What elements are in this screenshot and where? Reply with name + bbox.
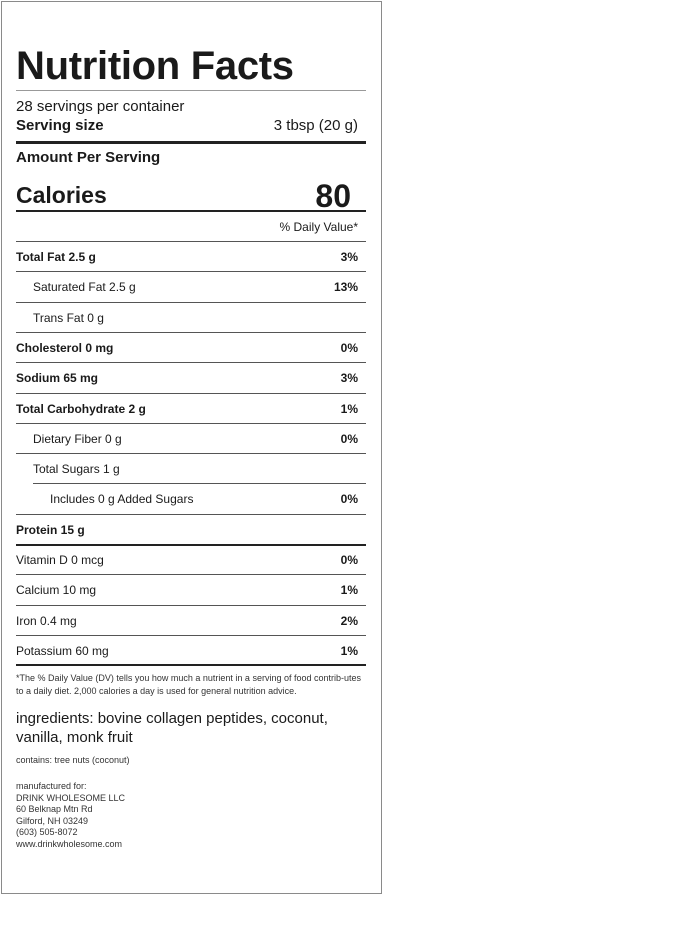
divider xyxy=(16,453,366,455)
nutrient-daily-value: 0% xyxy=(340,492,358,507)
divider xyxy=(16,544,366,546)
nutrient-row: Total Sugars 1 g xyxy=(16,454,358,484)
nutrient-daily-value: 1% xyxy=(340,583,358,598)
manufacturer-street: 60 Belknap Mtn Rd xyxy=(16,804,93,814)
serving-size-label: Serving size xyxy=(16,117,104,134)
divider xyxy=(16,241,366,242)
divider-thick xyxy=(16,664,366,666)
divider xyxy=(16,513,366,515)
nutrient-label: Sodium 65 mg xyxy=(16,371,99,386)
serving-size-value: 3 tbsp (20 g) xyxy=(273,117,358,134)
nutrient-label: Potassium 60 mg xyxy=(16,643,109,658)
nutrient-label: Dietary Fiber 0 g xyxy=(33,431,122,446)
nutrient-row: Sodium 65 mg 3% xyxy=(16,363,358,393)
label-title: Nutrition Facts xyxy=(16,44,294,88)
manufacturer-name: DRINK WHOLESOME LLC xyxy=(16,792,126,803)
divider xyxy=(16,362,366,364)
divider xyxy=(16,271,366,273)
nutrient-row: Potassium 60 mg 1% xyxy=(16,636,358,666)
divider-thick xyxy=(16,210,366,212)
nutrient-label: Vitamin D 0 mcg xyxy=(16,553,104,567)
nutrient-daily-value: 2% xyxy=(340,613,358,628)
divider xyxy=(16,574,366,576)
divider xyxy=(16,331,366,333)
nutrient-row: Calcium 10 mg 1% xyxy=(16,575,358,605)
nutrient-daily-value: 0% xyxy=(340,553,358,567)
daily-value-header: % Daily Value* xyxy=(279,220,358,234)
nutrient-daily-value: 1% xyxy=(340,401,358,416)
amount-per-serving: Amount Per Serving xyxy=(16,149,161,166)
calories-label: Calories xyxy=(16,182,107,208)
allergen-statement: contains: tree nuts (coconut) xyxy=(16,755,130,765)
nutrient-label: Iron 0.4 mg xyxy=(16,613,77,628)
nutrient-row: Saturated Fat 2.5 g 13% xyxy=(16,272,358,302)
nutrient-label: Total Fat 2.5 g xyxy=(16,250,96,264)
divider xyxy=(33,483,366,485)
nutrient-label: Calcium 10 mg xyxy=(16,583,97,598)
nutrient-row: Trans Fat 0 g xyxy=(16,303,358,333)
divider-thick xyxy=(16,141,366,144)
nutrition-label-panel xyxy=(1,1,382,894)
manufacturer-city: Gilford, NH 03249 xyxy=(16,815,89,826)
nutrient-label: Saturated Fat 2.5 g xyxy=(33,280,136,295)
nutrient-daily-value: 3% xyxy=(340,250,358,264)
ingredients: ingredients: bovine collagen peptides, c… xyxy=(16,710,328,746)
nutrient-row: Total Carbohydrate 2 g 1% xyxy=(16,394,358,424)
nutrient-daily-value: 13% xyxy=(333,280,358,295)
divider xyxy=(16,422,366,424)
divider xyxy=(16,392,366,394)
manufacturer-website: www.drinkwholesome.com xyxy=(16,838,123,849)
nutrient-row: Protein 15 g xyxy=(16,515,358,545)
nutrient-label: Includes 0 g Added Sugars xyxy=(50,492,194,507)
manufacturer-info: manufactured for: DRINK WHOLESOME LLC 60… xyxy=(16,781,125,850)
nutrient-row: Vitamin D 0 mcg 0% xyxy=(16,545,358,575)
divider xyxy=(16,604,366,606)
nutrient-label: Protein 15 g xyxy=(16,522,85,537)
nutrient-daily-value: 1% xyxy=(340,643,358,658)
nutrient-row: Includes 0 g Added Sugars 0% xyxy=(16,484,358,514)
nutrient-label: Total Carbohydrate 2 g xyxy=(16,401,146,416)
nutrient-label: Total Sugars 1 g xyxy=(33,462,120,477)
serving-size: Serving size 3 tbsp (20 g) xyxy=(16,117,358,134)
nutrient-label: Cholesterol 0 mg xyxy=(16,340,114,355)
nutrient-label: Trans Fat 0 g xyxy=(33,310,104,325)
calories-value: 80 xyxy=(315,178,351,214)
manufacturer-phone: (603) 505-8072 xyxy=(16,827,78,837)
divider xyxy=(16,634,366,636)
nutrient-daily-value: 3% xyxy=(340,371,358,386)
nutrient-row: Iron 0.4 mg 2% xyxy=(16,606,358,636)
nutrient-daily-value: 0% xyxy=(340,340,358,355)
servings-per-container: 28 servings per container xyxy=(16,98,185,115)
divider xyxy=(16,90,366,91)
nutrient-row: Total Fat 2.5 g 3% xyxy=(16,242,358,272)
calories: Calories 80 xyxy=(16,178,351,215)
nutrient-row: Dietary Fiber 0 g 0% xyxy=(16,424,358,454)
nutrient-daily-value: 0% xyxy=(340,431,358,446)
nutrient-row: Cholesterol 0 mg 0% xyxy=(16,333,358,363)
divider xyxy=(16,301,366,303)
footnote: *The % Daily Value (DV) tells you how mu… xyxy=(16,673,361,696)
manufacturer-label: manufactured for: xyxy=(16,781,87,791)
